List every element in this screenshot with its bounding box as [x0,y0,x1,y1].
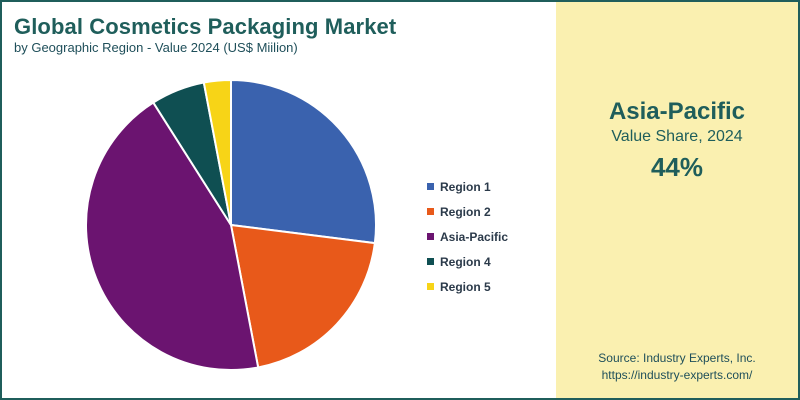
chart-legend: Region 1 Region 2 Asia-Pacific Region 4 Regi… [427,174,508,299]
legend-item: Region 2 [427,199,508,224]
source-url[interactable]: https://industry-experts.com/ [601,368,753,382]
highlight-label: Value Share, 2024 [611,128,743,145]
legend-swatch [427,208,434,215]
source-block: Source: Industry Experts, Inc. https://i… [556,350,798,384]
legend-item: Region 5 [427,274,508,299]
pie-slice-asia-pacific [85,101,260,371]
highlight-panel: Asia-Pacific Value Share, 2024 44% Sourc… [556,2,798,398]
legend-label: Asia-Pacific [440,229,509,244]
pie-slice-region-2 [229,223,376,369]
legend-label: Region 1 [440,179,491,194]
highlight-region: Asia-Pacific [608,98,746,125]
chart-subtitle: by Geographic Region - Value 2024 (US$ M… [14,40,298,55]
legend-swatch [427,258,434,265]
pie-chart [85,78,377,371]
legend-label: Region 4 [440,254,491,269]
pie-slice-region-5 [202,78,232,226]
legend-swatch [427,183,434,190]
legend-swatch [427,283,434,290]
legend-item: Region 4 [427,249,508,274]
legend-item: Region 1 [427,174,508,199]
pie-slice-region-1 [230,78,377,245]
chart-panel: Global Cosmetics Packaging Market by Geo… [2,2,556,398]
legend-swatch [427,233,434,240]
legend-item: Asia-Pacific [427,224,508,249]
legend-label: Region 5 [440,279,491,294]
highlight-value: 44% [650,152,704,182]
legend-label: Region 2 [440,204,491,219]
source-name: Source: Industry Experts, Inc. [598,351,756,365]
chart-title: Global Cosmetics Packaging Market [14,14,397,39]
